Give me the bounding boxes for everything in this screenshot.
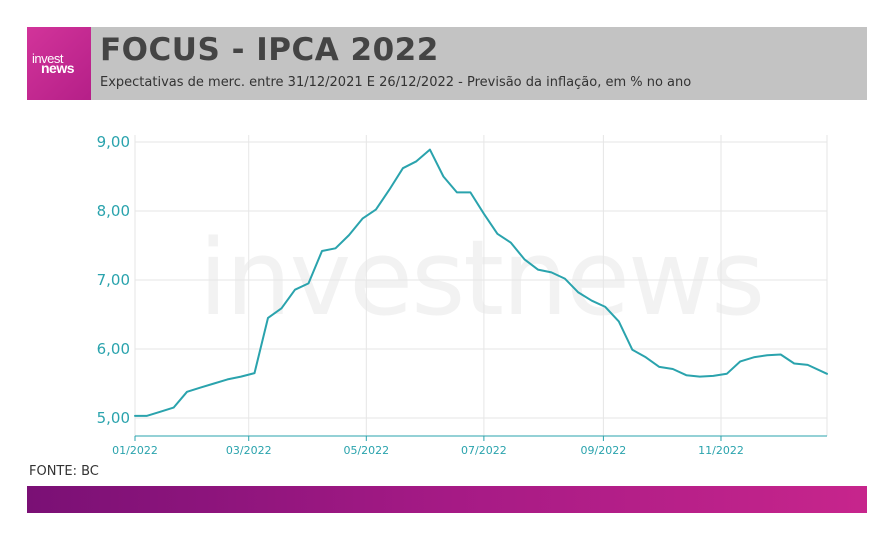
x-tick-label: 07/2022 [461,444,507,457]
x-tick-label: 05/2022 [343,444,389,457]
x-tick-label: 03/2022 [226,444,272,457]
y-tick-label: 7,00 [97,271,130,289]
chart-title: FOCUS - IPCA 2022 [100,32,439,68]
logo-text-news: news [41,60,75,76]
logo-text-invest: invest [32,51,63,66]
ipca-series-line [134,148,828,417]
x-tick-label: 09/2022 [581,444,627,457]
y-tick-label: 6,00 [97,340,130,358]
footer-gradient-bar [27,486,867,513]
y-tick-label: 9,00 [97,133,130,151]
y-tick-label: 8,00 [97,202,130,220]
chart-header: invest news FOCUS - IPCA 2022 Expectativ… [27,27,867,100]
watermark-text: investnews [199,217,763,339]
x-tick-label: 11/2022 [698,444,744,457]
investnews-logo: invest news [27,27,91,100]
x-tick-label: 01/2022 [112,444,158,457]
y-tick-label: 5,00 [97,409,130,427]
chart-subtitle: Expectativas de merc. entre 31/12/2021 E… [100,75,692,90]
source-note: FONTE: BC [29,464,99,479]
